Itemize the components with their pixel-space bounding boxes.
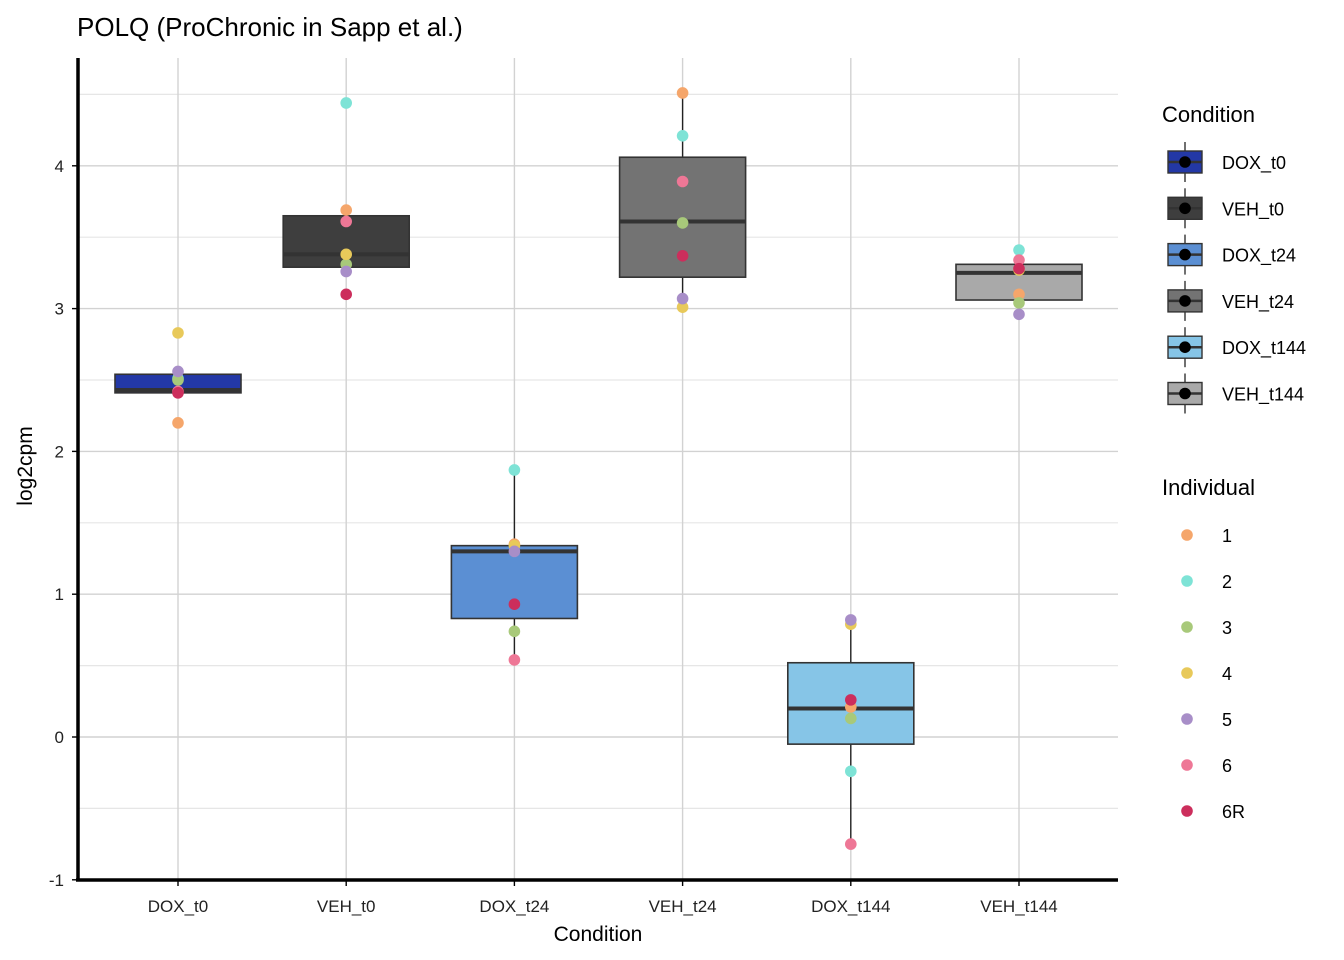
y-tick-label: 2 [55, 442, 64, 461]
point-1-VEH_t24 [676, 87, 689, 99]
legend-individual-item: 5 [1181, 710, 1232, 730]
legend-individual-dot [1181, 529, 1193, 541]
y-tick-label: 4 [55, 157, 64, 176]
legend-individual-dot [1181, 805, 1193, 817]
grid-lines [78, 58, 1118, 881]
box-DOX_t144 [786, 619, 915, 845]
legend-condition-label: DOX_t24 [1222, 246, 1296, 267]
point-3-VEH_t24 [676, 217, 689, 229]
box-VEH_t24 [618, 92, 747, 308]
legend-key-dot [1179, 156, 1191, 168]
legend-individual-item: 1 [1181, 526, 1232, 546]
legend-individual-title: Individual [1162, 475, 1255, 500]
legend-individual-label: 4 [1222, 664, 1232, 684]
legend-individual-label: 3 [1222, 618, 1232, 638]
y-tick-label: 0 [55, 728, 64, 747]
point-2-VEH_t24 [676, 130, 689, 142]
x-tick-label: DOX_t24 [479, 897, 549, 916]
boxes-layer [114, 92, 1083, 845]
legend-condition: Condition DOX_t0 VEH_t0 DOX_t24 VEH_t24 DOX_… [1162, 102, 1306, 414]
y-tick-label: 3 [55, 300, 64, 319]
x-tick-label: VEH_t24 [649, 897, 717, 916]
y-tick-label: -1 [49, 871, 64, 890]
legend-condition-title: Condition [1162, 102, 1255, 127]
point-4-VEH_t24 [676, 301, 689, 313]
point-2-DOX_t144 [845, 765, 857, 778]
point-6-DOX_t144 [845, 838, 857, 850]
legend-individual-label: 2 [1222, 572, 1232, 592]
legend-individual-dot [1181, 575, 1193, 587]
legend-key-dot [1179, 248, 1191, 261]
point-6R-VEH_t24 [676, 249, 689, 262]
point-3-DOX_t144 [845, 712, 857, 725]
legend-key-dot [1179, 387, 1191, 400]
legend-key-dot [1179, 202, 1191, 215]
point-1-DOX_t0 [172, 417, 184, 429]
point-6R-DOX_t144 [845, 694, 857, 706]
legend-individual-label: 1 [1222, 526, 1232, 546]
legend-individual-item: 6 [1181, 756, 1232, 776]
legend-condition-item: VEH_t0 [1167, 188, 1284, 229]
legend-condition-label: DOX_t144 [1222, 338, 1306, 359]
legend-condition-label: DOX_t0 [1222, 153, 1286, 174]
point-5-DOX_t144 [845, 614, 857, 626]
point-3-DOX_t0 [172, 374, 184, 386]
point-2-DOX_t24 [508, 464, 521, 476]
x-tick-label: VEH_t144 [980, 897, 1058, 916]
point-5-DOX_t0 [172, 365, 184, 378]
legend-individual-dot [1181, 759, 1193, 771]
legend-condition-label: VEH_t144 [1222, 385, 1304, 406]
y-tick-label: 1 [55, 585, 64, 604]
x-axis-title: Condition [554, 923, 643, 946]
point-5-VEH_t144 [1013, 308, 1025, 321]
point-4-DOX_t0 [172, 327, 184, 339]
legend-individual-label: 5 [1222, 710, 1232, 730]
legend-condition-label: VEH_t0 [1222, 199, 1284, 220]
point-5-DOX_t24 [508, 545, 521, 558]
legend-condition-item: DOX_t24 [1167, 234, 1296, 275]
point-6R-DOX_t24 [508, 598, 521, 610]
point-6-DOX_t24 [508, 654, 521, 666]
legend-condition-label: VEH_t24 [1222, 292, 1294, 313]
point-1-VEH_t0 [340, 204, 353, 216]
point-5-VEH_t24 [676, 292, 689, 305]
axes: -1 0 1 2 3 4 DOX_t0 VEH_t0 DOX_t24 VEH_t24 DOX_t14… [49, 58, 1118, 916]
point-6R-VEH_t0 [340, 288, 353, 301]
points-layer [172, 87, 1025, 850]
legend-individual-item: 4 [1181, 664, 1232, 684]
point-3-DOX_t24 [508, 625, 521, 638]
point-2-VEH_t0 [340, 97, 353, 109]
point-6-VEH_t144 [1013, 254, 1025, 266]
point-6R-DOX_t0 [172, 387, 184, 399]
legend-individual-label: 6R [1222, 802, 1245, 822]
x-tick-label: VEH_t0 [317, 897, 376, 916]
point-4-VEH_t0 [340, 248, 353, 261]
point-3-VEH_t144 [1013, 297, 1025, 309]
legend-individual-label: 6 [1222, 756, 1232, 776]
point-6-VEH_t0 [340, 215, 353, 228]
legend-condition-item: VEH_t24 [1167, 280, 1294, 321]
legend-individual-item: 6R [1181, 802, 1245, 822]
legend-individual-item: 3 [1181, 618, 1232, 638]
legend-individual-dot [1181, 621, 1193, 633]
legend-individual-dot [1181, 667, 1193, 679]
legend-individual-dot [1181, 713, 1193, 725]
point-6R-VEH_t144 [1013, 262, 1025, 275]
legend-condition-item: DOX_t144 [1167, 327, 1306, 368]
legend-condition-item: VEH_t144 [1167, 373, 1304, 414]
legend-key-dot [1179, 295, 1191, 307]
point-2-VEH_t144 [1013, 244, 1025, 256]
x-tick-label: DOX_t144 [811, 897, 890, 916]
legend-individual-item: 2 [1181, 572, 1232, 592]
point-1-VEH_t144 [1013, 288, 1025, 301]
legend-key-dot [1179, 341, 1191, 354]
chart-title: POLQ (ProChronic in Sapp et al.) [77, 12, 463, 42]
point-5-VEH_t0 [340, 265, 353, 278]
point-6-VEH_t24 [676, 175, 689, 188]
legend-condition-item: DOX_t0 [1167, 142, 1286, 182]
y-axis-title: log2cpm [14, 426, 37, 505]
legend-individual: Individual 1 2 3 4 5 6 6R [1162, 475, 1255, 822]
x-tick-label: DOX_t0 [148, 897, 208, 916]
